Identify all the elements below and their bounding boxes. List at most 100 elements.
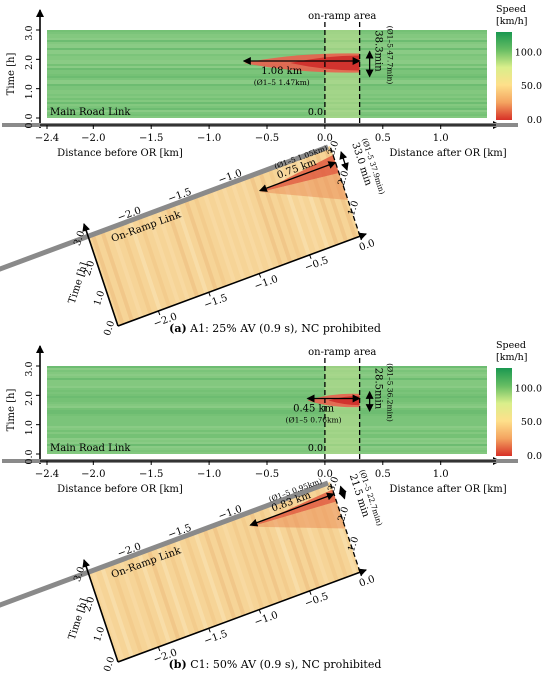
ramp-x-tick-label: −1.5 xyxy=(203,629,230,648)
panel-b: 0.0 1.0 2.0 3.0 Time [h] −2.4 −2.0 −1.5 −1.0 −0.5… xyxy=(0,340,542,673)
ramp-y-tick-label-right: 3.0 xyxy=(326,475,341,493)
ramp-x-tick xyxy=(359,235,362,241)
main-jam-duration-label: 38.3min xyxy=(373,30,384,72)
main-heatmap-texture xyxy=(47,30,487,118)
ramp-x-tick xyxy=(309,254,312,259)
main-y-tick-label: 0.0 xyxy=(24,449,35,464)
ramp-x-tick xyxy=(157,310,161,316)
main-y-tick-label: 1.0 xyxy=(24,84,35,99)
main-x-axis-label-right: Distance after OR [km] xyxy=(389,484,506,495)
caption-label: (a) xyxy=(169,322,187,335)
colorbar-tick-label: 0.0 xyxy=(527,451,542,462)
main-jam-length-label: 0.45 km xyxy=(293,403,335,414)
main-y-axis-label: Time [h] xyxy=(6,53,17,96)
ramp-x-tick xyxy=(258,273,262,278)
ramp-y-tick-label: 0.0 xyxy=(102,319,117,337)
main-x-tick-label: −0.5 xyxy=(255,469,279,480)
ramp-x-tick xyxy=(258,609,262,614)
main-y-tick-label: 2.0 xyxy=(24,55,35,70)
main-y-tick-label: 0.0 xyxy=(24,113,35,128)
onramp-area-band xyxy=(324,366,360,454)
ramp-y-axis xyxy=(82,223,119,327)
ramp-y-tick-label: 1.0 xyxy=(92,289,107,307)
colorbar-tick-label: 0.0 xyxy=(527,115,542,126)
main-x-tick-label: −2.0 xyxy=(81,133,105,144)
main-jam-length-avg-label: (Ø1–5 1.47km) xyxy=(254,78,310,87)
main-road-link-label: Main Road Link xyxy=(50,107,131,118)
ramp-x-tick-label: −1.0 xyxy=(253,610,280,629)
onramp-area-label: on-ramp area xyxy=(308,11,376,22)
main-x-axis-label-left: Distance before OR [km] xyxy=(57,148,183,159)
main-x-tick-label: −0.5 xyxy=(255,133,279,144)
main-y-tick-label: 1.0 xyxy=(24,420,35,435)
ramp-x-axis xyxy=(117,232,367,327)
main-x-axis-label-left: Distance before OR [km] xyxy=(57,484,183,495)
ramp-y-axis xyxy=(82,559,119,663)
ramp-x-tick-label: −0.5 xyxy=(303,255,330,274)
ramp-jam-duration-arrow xyxy=(339,151,349,171)
main-x-tick-label: 0.5 xyxy=(375,469,391,480)
ramp-x-tick xyxy=(157,646,161,652)
ramp-jam-duration-arrow xyxy=(338,485,347,500)
ramp-y-tick-label-right: 1.0 xyxy=(346,199,361,217)
main-x-tick-label: −1.0 xyxy=(197,133,221,144)
ramp-y-tick-label-right: 2.0 xyxy=(336,169,351,187)
main-x-tick-label: 1.0 xyxy=(433,469,449,480)
onramp-area-label: on-ramp area xyxy=(308,347,376,358)
ramp-y-tick-label: 0.0 xyxy=(102,655,117,673)
main-y-tick-label: 2.0 xyxy=(24,391,35,406)
colorbar-unit: [km/h] xyxy=(496,352,528,363)
main-x-tick-label: −1.5 xyxy=(139,469,163,480)
main-x-tick-label: −2.0 xyxy=(81,469,105,480)
caption: (b) C1: 50% AV (0.9 s), NC prohibited xyxy=(169,658,382,671)
main-x-tick-label: −2.4 xyxy=(35,133,59,144)
main-x-tick-label: −1.0 xyxy=(197,469,221,480)
ramp-y-axis-label: Time [h] xyxy=(67,597,91,641)
ramp-heatmap-texture xyxy=(90,483,358,661)
main-heatmap-texture xyxy=(47,366,487,454)
main-jam-duration-label: 28.5min xyxy=(373,368,384,410)
ramp-x-tick xyxy=(208,628,211,633)
ramp-y-tick-label: 3.0 xyxy=(72,565,87,583)
main-y-tick-label: 3.0 xyxy=(24,361,35,376)
main-x-tick-label: −1.5 xyxy=(139,133,163,144)
main-x-tick-label: −2.4 xyxy=(35,469,59,480)
colorbar-title: Speed xyxy=(496,4,526,15)
main-y-axis-label: Time [h] xyxy=(6,389,17,432)
ramp-y-tick-label-right: 1.0 xyxy=(346,535,361,553)
ramp-y-tick-label: 2.0 xyxy=(82,595,97,613)
caption: (a) A1: 25% AV (0.9 s), NC prohibited xyxy=(169,322,381,335)
caption-text: C1: 50% AV (0.9 s), NC prohibited xyxy=(187,658,382,671)
ramp-y-axis-label: Time [h] xyxy=(67,261,91,305)
ramp-x-tick-label: −1.5 xyxy=(203,293,230,312)
main-jam-duration-avg-label: (Ø1–5 47.7min) xyxy=(386,26,395,85)
ramp-x-tick xyxy=(309,590,312,595)
colorbar-tick-label: 50.0 xyxy=(521,417,542,428)
colorbar-tick-label: 100.0 xyxy=(515,47,542,58)
main-x-tick-label: 0.0 xyxy=(317,469,333,480)
panel-a: 0.0 1.0 2.0 3.0 Time [h] −2.4 −2.0 −1.5 −1.0 −0.5… xyxy=(0,4,542,337)
main-origin-label: 0.0 xyxy=(308,443,323,454)
ramp-y-tick-label: 1.0 xyxy=(92,625,107,643)
colorbar-unit: [km/h] xyxy=(496,16,528,27)
ramp-x-tick-label: 0.0 xyxy=(358,574,377,590)
main-x-tick-label: 0.0 xyxy=(317,133,333,144)
main-x-tick-label: 1.0 xyxy=(433,133,449,144)
colorbar-title: Speed xyxy=(496,340,526,351)
main-x-tick-label: 0.5 xyxy=(375,133,391,144)
colorbar xyxy=(496,32,512,120)
ramp-jam-length-arrow xyxy=(258,161,337,192)
main-jam-duration-avg-label: (Ø1–5 36.2min) xyxy=(386,363,395,422)
onramp-area-band xyxy=(324,30,360,118)
ramp-x-tick-label: −0.5 xyxy=(303,591,330,610)
caption-label: (b) xyxy=(169,658,187,671)
ramp-y-tick-label: 3.0 xyxy=(72,229,87,247)
ramp-x-tick-label: 0.0 xyxy=(358,238,377,254)
colorbar-tick-label: 50.0 xyxy=(521,81,542,92)
main-jam-length-label: 1.08 km xyxy=(261,66,303,77)
ramp-x-tick xyxy=(359,571,362,577)
caption-text: A1: 25% AV (0.9 s), NC prohibited xyxy=(187,322,381,335)
colorbar-tick-label: 100.0 xyxy=(515,383,542,394)
ramp-x-tick-label: −1.0 xyxy=(253,274,280,293)
